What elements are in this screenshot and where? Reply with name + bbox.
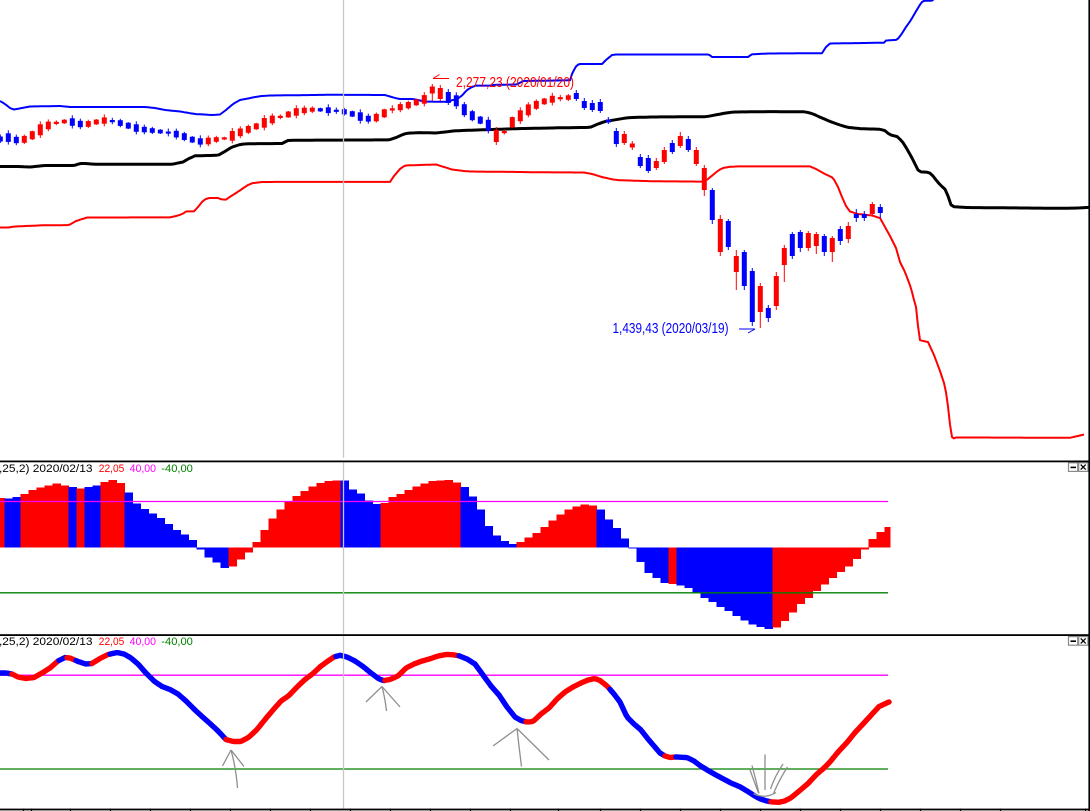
svg-text:2,277,23 (2020/01/20): 2,277,23 (2020/01/20) bbox=[456, 74, 574, 91]
svg-text:1,439,43 (2020/03/19): 1,439,43 (2020/03/19) bbox=[613, 320, 729, 337]
